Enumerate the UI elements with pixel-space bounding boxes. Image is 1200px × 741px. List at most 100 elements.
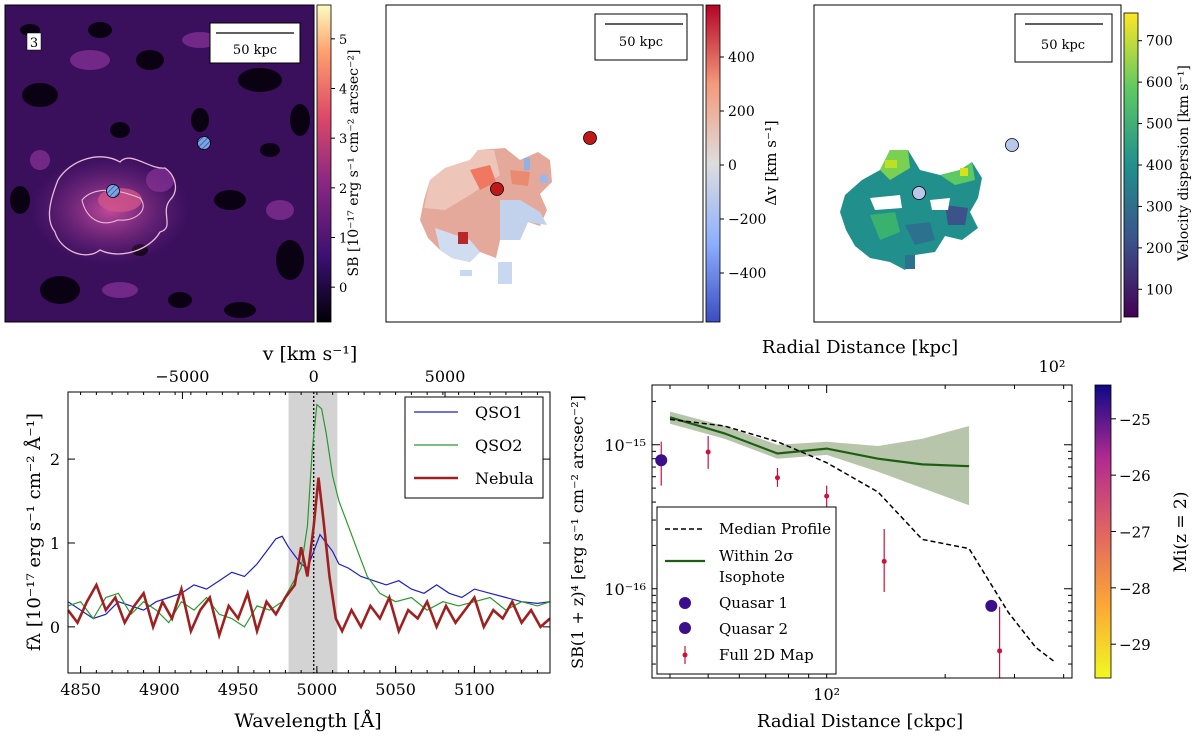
mi-colorbar-label: Mi(z = 2) bbox=[1171, 492, 1191, 573]
spectrum-x-tick-label: 5050 bbox=[375, 680, 416, 699]
legend-isophote-label: Isophote bbox=[719, 568, 785, 586]
radial-frame bbox=[651, 384, 1073, 679]
radial-top-tick-label: 10² bbox=[1039, 357, 1066, 376]
spectrum-y-ticks: 0 1 2 bbox=[50, 450, 550, 637]
spectrum-top-ticks: −5000 0 5000 bbox=[155, 367, 465, 399]
sb-map-id-label: 3 bbox=[30, 36, 38, 51]
spectrum-x-tick-label: 5100 bbox=[454, 680, 495, 699]
sb-map-panel: 3 50 kpc 0 1 2 3 4 5 SB [10⁻¹⁷ erg s⁻¹ cm⁻² a… bbox=[4, 4, 362, 323]
sb-scalebar-box bbox=[209, 22, 301, 64]
velocity-colorbar bbox=[705, 4, 721, 323]
radial-y-tick-label: 10⁻¹⁵ bbox=[604, 436, 646, 455]
spectrum-x-tick-label: 4900 bbox=[139, 680, 180, 699]
cbar-tick-label: 100 bbox=[1146, 282, 1173, 298]
full-map-point bbox=[997, 648, 1003, 654]
sb-contour-inner bbox=[81, 189, 144, 224]
cbar-tick-label: 1 bbox=[339, 232, 347, 247]
spectrum-frame bbox=[67, 391, 551, 674]
dispersion-map-panel: 50 kpc 100 200 300 400 500 600 700 Velocity di… bbox=[813, 4, 1192, 323]
radial-axis-ticks: 10² 10⁻¹⁵ 10⁻¹⁶ bbox=[604, 385, 1072, 704]
spectrum-x-tick-label: 4950 bbox=[218, 680, 259, 699]
cbar-tick-label: 0 bbox=[728, 158, 737, 174]
cbar-tick-label: −400 bbox=[728, 266, 766, 282]
legend-median-label: Median Profile bbox=[719, 520, 831, 538]
sb-contour-outer bbox=[48, 156, 177, 256]
spectrum-y-tick-label: 1 bbox=[50, 534, 60, 553]
quasar-point bbox=[985, 599, 998, 612]
dispersion-map-image bbox=[840, 150, 982, 270]
sb-colorbar-ticks: 0 1 2 3 4 5 bbox=[331, 33, 347, 296]
legend-fullmap-label: Full 2D Map bbox=[719, 646, 814, 664]
median-profile-line bbox=[669, 418, 1056, 663]
full-map-point bbox=[705, 449, 711, 455]
radial-legend: Median Profile Within 2σ Isophote Quasar… bbox=[656, 506, 837, 675]
radial-x-label: Radial Distance [ckpc] bbox=[757, 711, 963, 732]
radial-top-axis-label: Radial Distance [kpc] bbox=[762, 337, 958, 358]
spectrum-x-ticks: 4850 4900 4950 5000 5050 5100 bbox=[60, 392, 538, 699]
spectrum-panel: v [km s⁻¹] −5000 0 5000 4850 4900 4950 5000 50… bbox=[23, 343, 551, 732]
mi-tick-label: −26 bbox=[1119, 467, 1151, 485]
cbar-tick-label: 600 bbox=[1146, 75, 1173, 91]
cbar-tick-label: 700 bbox=[1146, 34, 1173, 50]
spectrum-y-tick-label: 2 bbox=[50, 450, 60, 469]
mi-tick-label: −29 bbox=[1119, 636, 1151, 654]
cbar-tick-label: 500 bbox=[1146, 117, 1173, 133]
velocity-map-image bbox=[420, 148, 552, 284]
spectrum-top-tick-label: 0 bbox=[309, 367, 319, 386]
velocity-colorbar-ticks: −400 −200 0 200 400 bbox=[720, 50, 766, 282]
legend-quasar1-label: Quasar 1 bbox=[719, 594, 788, 612]
quasar-point bbox=[655, 454, 668, 467]
cbar-tick-label: 200 bbox=[1146, 241, 1173, 257]
radial-y-label: SB(1 + z)⁴ [erg s⁻¹ cm⁻² arcsec⁻²] bbox=[568, 395, 587, 669]
full-map-point bbox=[881, 558, 887, 564]
spectrum-top-tick-label: −5000 bbox=[155, 367, 209, 386]
quasar-2-velocity-marker bbox=[583, 131, 597, 145]
quasar-1-velocity-marker bbox=[490, 182, 504, 196]
dispersion-colorbar bbox=[1123, 12, 1139, 318]
mi-tick-label: −25 bbox=[1119, 411, 1151, 429]
legend-quasar2-label: Quasar 2 bbox=[719, 620, 788, 638]
cbar-tick-label: 0 bbox=[339, 281, 347, 296]
dispersion-colorbar-ticks: 100 200 300 400 500 600 700 bbox=[1138, 34, 1173, 298]
legend-quasar1-swatch bbox=[679, 597, 691, 609]
legend-nebula-label: Nebula bbox=[475, 469, 534, 488]
spectrum-y-tick-label: 0 bbox=[50, 618, 60, 637]
cbar-tick-label: −200 bbox=[728, 212, 766, 228]
cbar-tick-label: 5 bbox=[339, 33, 347, 48]
spectrum-legend: QSO1 QSO2 Nebula bbox=[404, 396, 544, 499]
velocity-map-panel: 50 kpc −400 −200 0 200 400 Δv [km s⁻¹] bbox=[385, 4, 780, 323]
legend-qso2-label: QSO2 bbox=[475, 436, 522, 455]
isophote-band bbox=[670, 411, 970, 506]
vel-scalebar-label: 50 kpc bbox=[619, 35, 663, 50]
isophote-line bbox=[669, 416, 970, 468]
cbar-tick-label: 3 bbox=[339, 132, 347, 147]
cbar-tick-label: 400 bbox=[728, 50, 755, 66]
spectrum-y-label: fλ [10⁻¹⁷ erg s⁻¹ cm⁻² Å⁻¹] bbox=[23, 413, 45, 651]
spectrum-x-tick-label: 4850 bbox=[60, 680, 101, 699]
spectrum-top-axis-label: v [km s⁻¹] bbox=[262, 343, 358, 365]
legend-qso1-label: QSO1 bbox=[475, 403, 522, 422]
sb-scalebar-label: 50 kpc bbox=[233, 43, 277, 58]
mi-colorbar-ticks: −25 −26 −27 −28 −29 bbox=[1111, 411, 1151, 654]
spectrum-x-tick-label: 5000 bbox=[297, 680, 338, 699]
series-qso2-line bbox=[68, 403, 550, 628]
quasar-1-dispersion-marker bbox=[912, 186, 926, 200]
radial-x-tick-label: 10² bbox=[813, 685, 840, 704]
mi-colorbar bbox=[1094, 384, 1112, 679]
legend-quasar2-swatch bbox=[679, 622, 691, 634]
quasar-2-marker bbox=[197, 136, 211, 150]
cbar-tick-label: 200 bbox=[728, 104, 755, 120]
cbar-tick-label: 4 bbox=[339, 83, 347, 98]
legend-within-label: Within 2σ bbox=[719, 547, 794, 565]
series-nebula-line bbox=[68, 477, 550, 641]
full-map-point bbox=[774, 475, 780, 481]
disp-scalebar-box bbox=[1014, 13, 1113, 63]
cbar-tick-label: 2 bbox=[339, 182, 347, 197]
velocity-colorbar-label: Δv [km s⁻¹] bbox=[762, 120, 780, 206]
sb-colorbar-label: SB [10⁻¹⁷ erg s⁻¹ cm⁻² arcsec⁻²] bbox=[346, 50, 362, 277]
radial-profile-panel: Radial Distance [kpc] 10² 10²10⁻¹⁵10⁻¹⁶ … bbox=[568, 337, 1191, 732]
quasar-1-marker bbox=[106, 184, 120, 198]
cbar-tick-label: 300 bbox=[1146, 199, 1173, 215]
mi-tick-label: −27 bbox=[1119, 524, 1151, 542]
